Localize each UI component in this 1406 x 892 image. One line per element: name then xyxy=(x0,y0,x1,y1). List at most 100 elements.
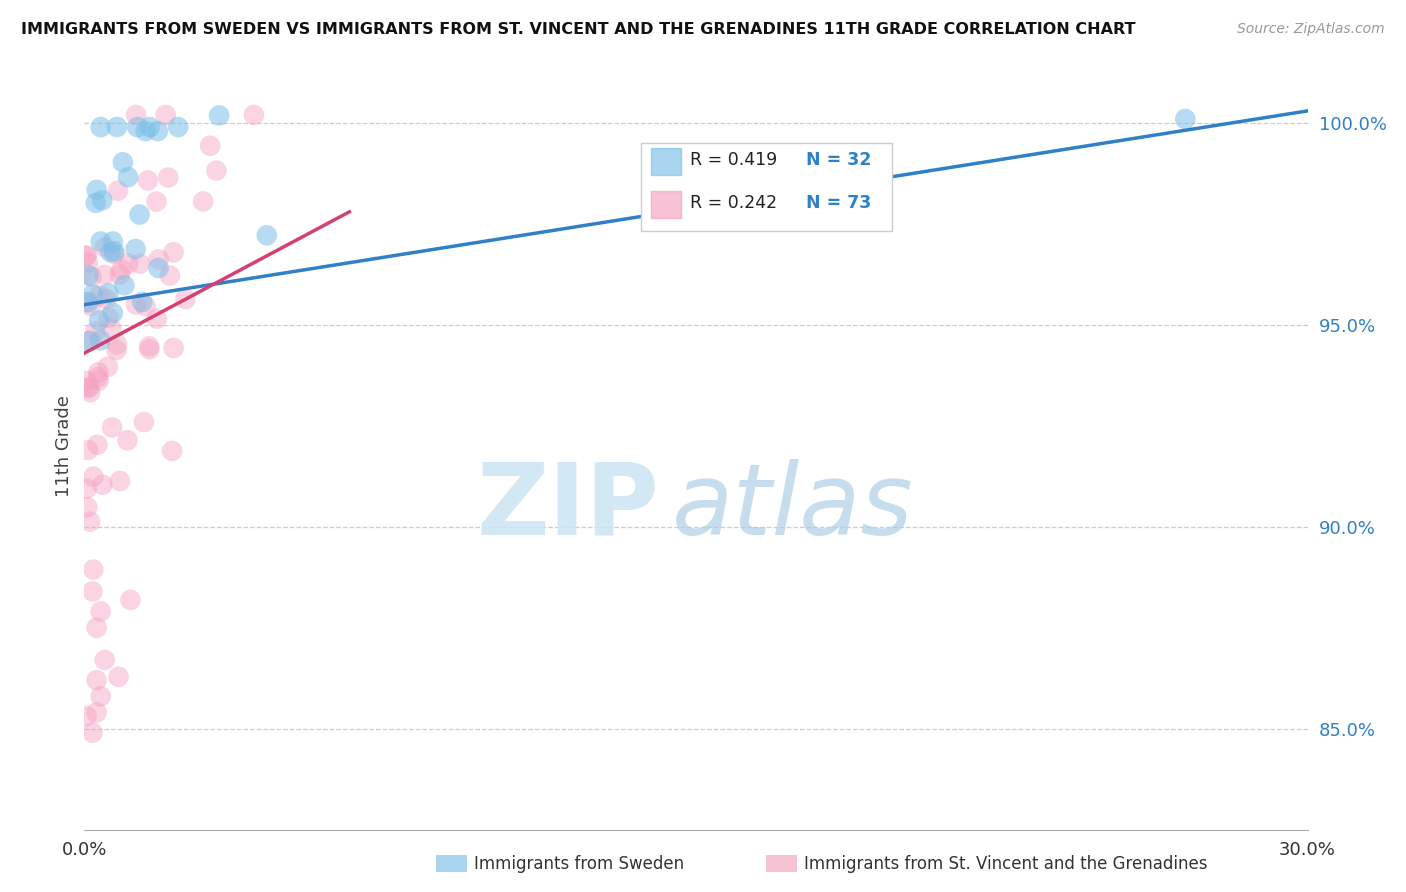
Point xyxy=(90,120,112,134)
Point xyxy=(107,670,129,684)
Point xyxy=(208,108,231,122)
Point xyxy=(138,120,160,134)
Y-axis label: 11th Grade: 11th Grade xyxy=(55,395,73,497)
Point xyxy=(132,415,155,429)
Point xyxy=(159,268,181,283)
Point xyxy=(167,120,190,134)
Point xyxy=(101,306,124,320)
Point xyxy=(76,500,98,515)
Point xyxy=(105,337,128,351)
Point xyxy=(86,621,108,635)
Point xyxy=(90,235,112,249)
Point xyxy=(90,605,112,619)
Point xyxy=(75,248,97,262)
Point xyxy=(103,247,125,261)
Point xyxy=(79,515,101,529)
Point xyxy=(100,245,122,260)
Point xyxy=(162,341,184,355)
Point xyxy=(87,370,110,384)
Point xyxy=(125,108,148,122)
Point xyxy=(76,482,98,496)
Point xyxy=(80,299,103,313)
Point xyxy=(97,310,120,325)
Point xyxy=(117,434,139,448)
Point xyxy=(128,257,150,271)
Point xyxy=(86,183,108,197)
Point xyxy=(124,242,146,256)
Point xyxy=(162,245,184,260)
Point xyxy=(90,690,112,704)
Text: atlas: atlas xyxy=(672,458,912,556)
Point xyxy=(120,593,142,607)
Point xyxy=(112,278,135,293)
Point xyxy=(1174,112,1197,126)
FancyBboxPatch shape xyxy=(651,191,682,219)
Point xyxy=(101,420,124,434)
Point xyxy=(131,295,153,310)
Point xyxy=(160,444,183,458)
Text: R = 0.419: R = 0.419 xyxy=(690,151,778,169)
Text: IMMIGRANTS FROM SWEDEN VS IMMIGRANTS FROM ST. VINCENT AND THE GRENADINES 11TH GR: IMMIGRANTS FROM SWEDEN VS IMMIGRANTS FRO… xyxy=(21,22,1136,37)
Point xyxy=(243,108,266,122)
Point xyxy=(77,443,100,458)
Point xyxy=(82,563,104,577)
Point xyxy=(91,193,114,207)
Point xyxy=(128,208,150,222)
Point xyxy=(77,295,100,310)
Point xyxy=(87,313,110,327)
Point xyxy=(84,195,107,210)
Point xyxy=(191,194,214,209)
Point xyxy=(145,194,167,209)
Point xyxy=(79,385,101,400)
Point xyxy=(86,673,108,688)
Point xyxy=(97,286,120,301)
Point xyxy=(101,235,124,249)
Point xyxy=(82,469,104,483)
Text: ZIP: ZIP xyxy=(477,458,659,556)
Point xyxy=(110,262,132,277)
Point xyxy=(94,240,117,254)
Point xyxy=(82,584,104,599)
Point xyxy=(87,365,110,379)
Point xyxy=(79,380,101,394)
Point xyxy=(107,184,129,198)
Point xyxy=(105,343,128,357)
Point xyxy=(174,292,197,306)
Point xyxy=(256,228,278,243)
Point xyxy=(127,120,149,134)
Point xyxy=(138,343,160,357)
Point xyxy=(103,244,125,259)
Point xyxy=(91,477,114,491)
Point xyxy=(93,653,115,667)
Point xyxy=(205,163,228,178)
Text: R = 0.242: R = 0.242 xyxy=(690,194,778,211)
Point xyxy=(105,120,128,134)
Point xyxy=(76,381,98,395)
Point xyxy=(117,256,139,270)
Point xyxy=(82,725,104,739)
Point xyxy=(87,374,110,388)
Point xyxy=(148,252,170,267)
Point xyxy=(117,170,139,185)
Point xyxy=(135,124,157,138)
Point xyxy=(157,170,180,185)
FancyBboxPatch shape xyxy=(641,143,891,231)
Point xyxy=(136,173,159,187)
Text: Source: ZipAtlas.com: Source: ZipAtlas.com xyxy=(1237,22,1385,37)
Point xyxy=(84,324,107,338)
Point xyxy=(111,155,134,169)
Point xyxy=(108,268,131,282)
Point xyxy=(200,138,222,153)
Point xyxy=(146,311,169,326)
Point xyxy=(77,334,100,349)
Point xyxy=(86,438,108,452)
Text: N = 73: N = 73 xyxy=(806,194,872,211)
Point xyxy=(86,706,108,720)
Point xyxy=(75,295,97,310)
Point xyxy=(96,292,118,306)
Point xyxy=(108,474,131,488)
Point xyxy=(77,268,100,283)
Point xyxy=(76,709,98,723)
Point xyxy=(97,359,120,374)
Point xyxy=(135,299,157,313)
